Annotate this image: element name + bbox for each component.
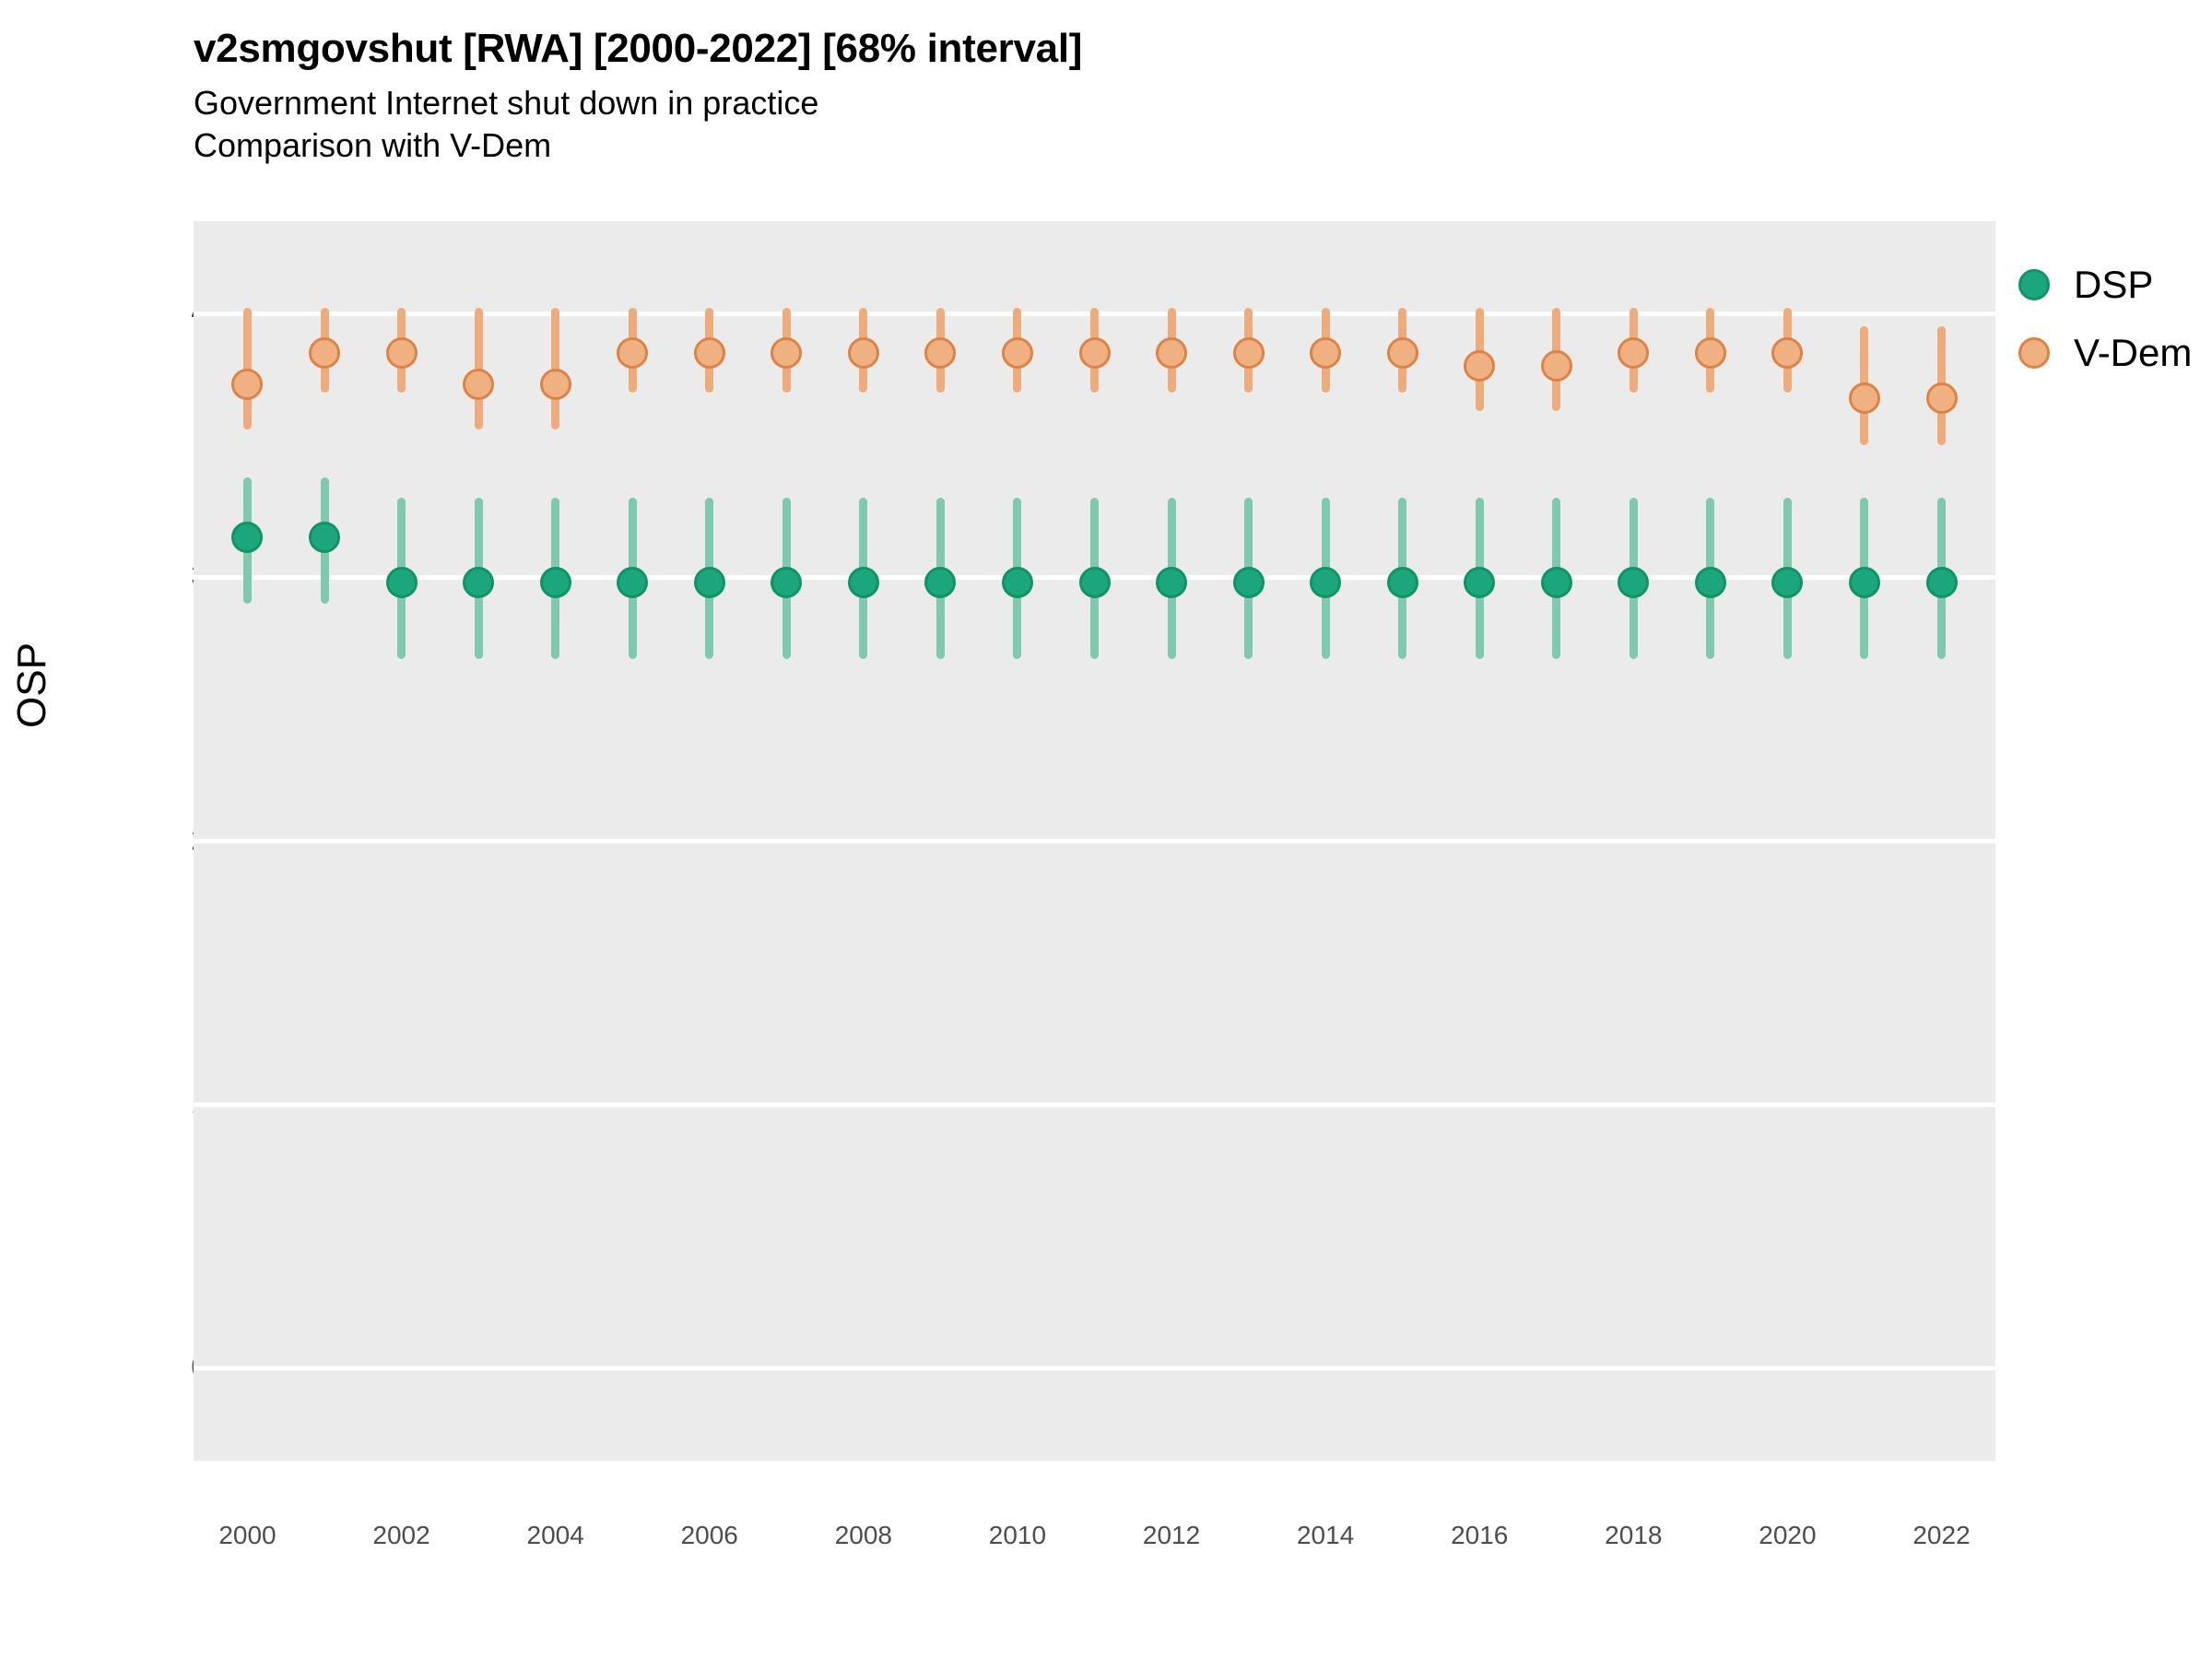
data-point-vdem-2022[interactable] — [1925, 382, 1958, 414]
plot-panel — [194, 221, 1995, 1461]
data-point-dsp-2015[interactable] — [1386, 567, 1418, 599]
chart-subtitle-line-1: Government Internet shut down in practic… — [194, 84, 819, 123]
data-point-vdem-2020[interactable] — [1771, 337, 1804, 370]
x-tick-label-2000: 2000 — [218, 1521, 276, 1549]
data-point-vdem-2008[interactable] — [847, 337, 879, 370]
data-point-dsp-2008[interactable] — [847, 567, 879, 599]
data-point-vdem-2009[interactable] — [924, 337, 957, 370]
data-point-vdem-2021[interactable] — [1848, 382, 1880, 414]
x-tick-label-2014: 2014 — [1296, 1521, 1355, 1549]
x-tick-label-2022: 2022 — [1912, 1521, 1971, 1549]
legend: DSP V-Dem — [2018, 251, 2207, 387]
data-point-dsp-2021[interactable] — [1848, 567, 1880, 599]
gridline-y-0 — [194, 1366, 1995, 1371]
error-bar-vdem-2003 — [474, 308, 483, 430]
data-point-dsp-2001[interactable] — [309, 522, 341, 554]
x-tick-label-2002: 2002 — [372, 1521, 430, 1549]
data-point-vdem-2019[interactable] — [1694, 337, 1726, 370]
y-tick-label-3: 3 — [97, 559, 207, 593]
x-tick-label-2012: 2012 — [1142, 1521, 1201, 1549]
data-point-dsp-2000[interactable] — [231, 522, 264, 554]
x-tick-label-2008: 2008 — [834, 1521, 892, 1549]
legend-label-vdem: V-Dem — [2074, 331, 2193, 374]
error-bar-vdem-2000 — [242, 308, 252, 430]
legend-item-vdem[interactable]: V-Dem — [2018, 319, 2207, 387]
subtitle-block: Government Internet shut down in practic… — [194, 82, 1853, 167]
gridline-y-2 — [194, 839, 1995, 843]
data-point-dsp-2020[interactable] — [1771, 567, 1804, 599]
data-point-vdem-2005[interactable] — [617, 337, 649, 370]
x-tick-label-2006: 2006 — [680, 1521, 738, 1549]
data-point-dsp-2006[interactable] — [693, 567, 725, 599]
data-point-dsp-2005[interactable] — [617, 567, 649, 599]
data-point-dsp-2011[interactable] — [1078, 567, 1111, 599]
data-point-dsp-2018[interactable] — [1618, 567, 1650, 599]
data-point-vdem-2012[interactable] — [1156, 337, 1188, 370]
error-bar-vdem-2004 — [551, 308, 560, 430]
data-point-dsp-2007[interactable] — [771, 567, 803, 599]
y-tick-label-2: 2 — [97, 823, 207, 857]
legend-marker-vdem-icon — [2018, 337, 2050, 369]
legend-item-dsp[interactable]: DSP — [2018, 251, 2207, 319]
data-point-dsp-2017[interactable] — [1540, 567, 1572, 599]
data-point-vdem-2001[interactable] — [309, 337, 341, 370]
y-tick-label-0: 0 — [97, 1350, 207, 1384]
data-point-dsp-2012[interactable] — [1156, 567, 1188, 599]
data-point-dsp-2022[interactable] — [1925, 567, 1958, 599]
x-tick-label-2016: 2016 — [1451, 1521, 1509, 1549]
data-point-vdem-2017[interactable] — [1540, 350, 1572, 382]
title-block: v2smgovshut [RWA] [2000-2022] [68% inter… — [194, 26, 1853, 167]
data-point-vdem-2013[interactable] — [1232, 337, 1265, 370]
data-point-vdem-2004[interactable] — [539, 369, 571, 401]
data-point-vdem-2010[interactable] — [1001, 337, 1033, 370]
legend-marker-dsp-icon — [2018, 269, 2050, 300]
data-point-vdem-2011[interactable] — [1078, 337, 1111, 370]
data-point-dsp-2009[interactable] — [924, 567, 957, 599]
data-point-dsp-2016[interactable] — [1464, 567, 1496, 599]
data-point-dsp-2014[interactable] — [1310, 567, 1342, 599]
data-point-vdem-2007[interactable] — [771, 337, 803, 370]
data-point-vdem-2006[interactable] — [693, 337, 725, 370]
data-point-vdem-2018[interactable] — [1618, 337, 1650, 370]
data-point-vdem-2003[interactable] — [463, 369, 495, 401]
x-tick-label-2010: 2010 — [988, 1521, 1047, 1549]
data-point-vdem-2000[interactable] — [231, 369, 264, 401]
legend-label-dsp: DSP — [2074, 263, 2154, 306]
data-point-dsp-2003[interactable] — [463, 567, 495, 599]
y-axis-title: OSP — [9, 642, 54, 728]
y-tick-label-4: 4 — [97, 295, 207, 329]
data-point-dsp-2019[interactable] — [1694, 567, 1726, 599]
x-tick-label-2004: 2004 — [526, 1521, 584, 1549]
page-title: v2smgovshut [RWA] [2000-2022] [68% inter… — [194, 26, 1083, 71]
data-point-dsp-2002[interactable] — [385, 567, 418, 599]
gridline-y-1 — [194, 1102, 1995, 1108]
y-tick-label-1: 1 — [97, 1087, 207, 1121]
data-point-dsp-2004[interactable] — [539, 567, 571, 599]
data-point-vdem-2016[interactable] — [1464, 350, 1496, 382]
data-point-vdem-2014[interactable] — [1310, 337, 1342, 370]
data-point-vdem-2002[interactable] — [385, 337, 418, 370]
x-tick-label-2018: 2018 — [1605, 1521, 1663, 1549]
x-tick-label-2020: 2020 — [1759, 1521, 1817, 1549]
data-point-dsp-2010[interactable] — [1001, 567, 1033, 599]
data-point-dsp-2013[interactable] — [1232, 567, 1265, 599]
data-point-vdem-2015[interactable] — [1386, 337, 1418, 370]
chart-subtitle-line-2: Comparison with V-Dem — [194, 126, 552, 165]
